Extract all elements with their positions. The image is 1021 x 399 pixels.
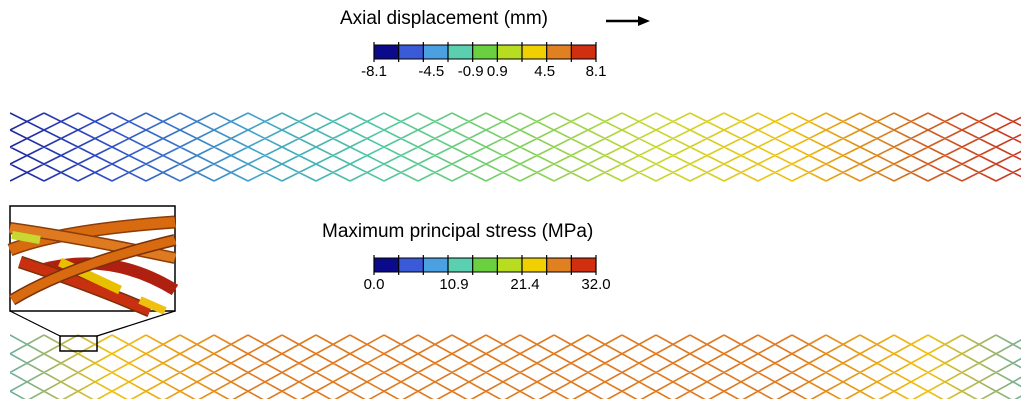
stent-stress [10, 334, 1021, 399]
colorbar-segment [423, 45, 449, 59]
colorbar-segment [398, 45, 424, 59]
colorbar-segment [423, 258, 449, 272]
colorbar-segment [448, 45, 474, 59]
tick-label: 21.4 [510, 276, 540, 293]
stress-colorbar [373, 255, 597, 275]
stent-struts [10, 112, 1021, 182]
tick-label: 10.9 [439, 276, 469, 293]
colorbar-segment [398, 258, 424, 272]
colorbar-segment [522, 45, 548, 59]
colorbar-segment [522, 258, 548, 272]
right-arrow-icon [606, 16, 650, 26]
colorbar-segment [374, 258, 400, 272]
stent-struts [10, 334, 1021, 399]
colorbar-segment [472, 258, 498, 272]
colorbar-segment [497, 258, 523, 272]
colorbar-segment [546, 45, 572, 59]
colorbar-segment [448, 258, 474, 272]
tick-label: -0.9 [457, 63, 484, 80]
colorbar-segment [571, 45, 597, 59]
stress-title: Maximum principal stress (MPa) [322, 221, 594, 242]
zoom-inset [7, 205, 179, 352]
tick-label: -4.5 [418, 63, 445, 80]
tick-label: 4.5 [534, 63, 556, 80]
stent-displacement [10, 112, 1021, 182]
displacement-title: Axial displacement (mm) [340, 8, 548, 29]
inset-struts [7, 215, 179, 317]
colorbar-segment [497, 45, 523, 59]
colorbar-segment [472, 45, 498, 59]
displacement-colorbar [373, 42, 597, 62]
tick-label: 32.0 [581, 276, 611, 293]
tick-label: 0.9 [486, 63, 508, 80]
colorbar-segment [546, 258, 572, 272]
tick-label: 0.0 [363, 276, 385, 293]
tick-label: -8.1 [361, 63, 387, 80]
colorbar-segment [374, 45, 400, 59]
tick-label: 8.1 [585, 63, 607, 80]
colorbar-segment [571, 258, 597, 272]
